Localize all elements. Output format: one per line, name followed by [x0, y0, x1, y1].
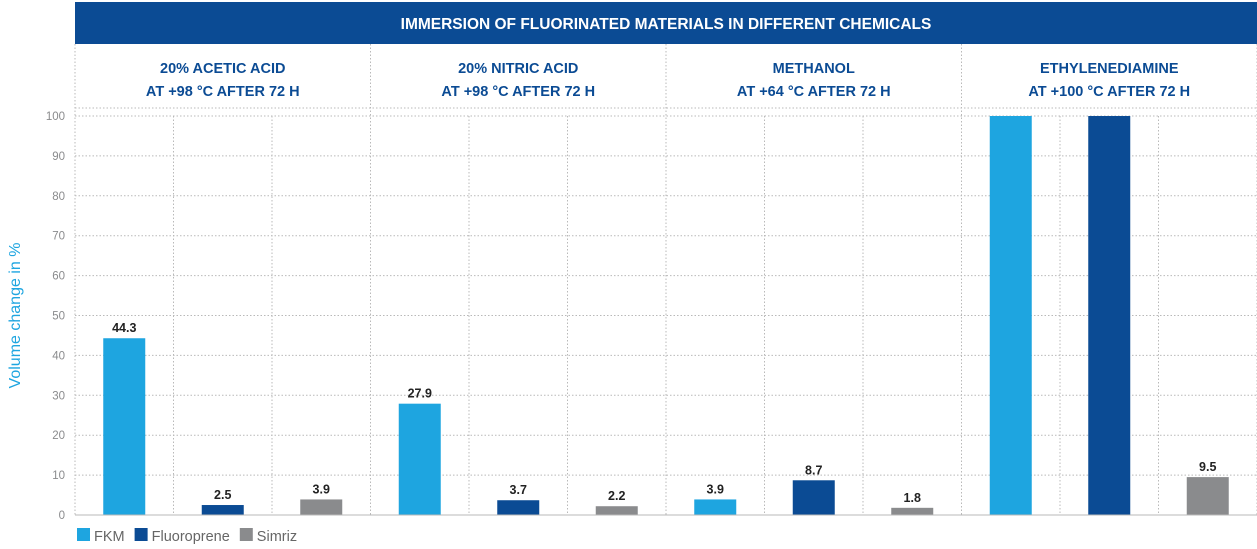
y-tick-label: 30 — [52, 390, 65, 402]
bar-value-label: 27.9 — [408, 387, 432, 401]
bar-fkm-1 — [103, 338, 146, 515]
y-tick-label: 60 — [52, 271, 65, 283]
y-tick-label: 0 — [59, 510, 65, 522]
category-label-line1: 20% NITRIC ACID — [458, 61, 578, 77]
bar-simriz-1 — [300, 499, 343, 515]
legend-swatch-simriz — [239, 528, 253, 541]
title-banner — [75, 2, 1257, 44]
bar-fluoroprene-2 — [497, 500, 540, 515]
bar-simriz-2 — [595, 506, 638, 515]
bar-fluoroprene-3 — [792, 480, 835, 515]
bar-value-label: 3.9 — [313, 482, 330, 496]
bar-value-label: 9.5 — [1199, 460, 1216, 474]
category-label-line2: AT +64 °C AFTER 72 H — [737, 84, 891, 100]
bar-value-label: 2.2 — [608, 489, 625, 503]
y-tick-label: 50 — [52, 311, 65, 323]
y-axis-label: Volume change in % — [7, 243, 24, 389]
y-tick-label: 20 — [52, 430, 65, 442]
y-tick-label: 10 — [52, 470, 65, 482]
y-tick-label: 80 — [52, 191, 65, 203]
legend-swatch-fkm — [77, 528, 90, 541]
bar-value-label: 8.7 — [805, 463, 822, 477]
category-label-line2: AT +98 °C AFTER 72 H — [146, 84, 300, 100]
legend-label-simriz: Simriz — [257, 529, 297, 544]
category-label-line2: AT +98 °C AFTER 72 H — [441, 84, 595, 100]
bar-simriz-3 — [891, 507, 934, 515]
y-tick-label: 100 — [46, 111, 65, 123]
bar-value-label: 3.7 — [510, 483, 527, 497]
category-label-line2: AT +100 °C AFTER 72 H — [1028, 84, 1190, 100]
category-label-line1: METHANOL — [773, 61, 855, 77]
bar-value-label: 3.9 — [707, 482, 724, 496]
bar-value-label: 1.8 — [904, 491, 921, 505]
y-tick-label: 70 — [52, 231, 65, 243]
bar-value-label: 44.3 — [112, 321, 136, 335]
chart-title: IMMERSION OF FLUORINATED MATERIALS IN DI… — [401, 16, 932, 33]
y-tick-label: 40 — [52, 350, 65, 362]
bar-fluoroprene-1 — [201, 505, 244, 515]
bar-fkm-2 — [398, 403, 441, 515]
bar-fkm-4 — [989, 116, 1032, 515]
category-label-line1: ETHYLENEDIAMINE — [1040, 61, 1179, 77]
legend-swatch-fluoroprene — [134, 528, 148, 541]
y-tick-label: 90 — [52, 151, 65, 163]
category-label-line1: 20% ACETIC ACID — [160, 61, 285, 77]
bar-fluoroprene-4 — [1088, 116, 1131, 515]
legend-label-fluoroprene: Fluoroprene — [152, 529, 230, 544]
bar-value-label: 2.5 — [214, 488, 231, 502]
bar-fkm-3 — [694, 499, 737, 515]
bar-simriz-4 — [1186, 477, 1229, 515]
legend-label-fkm: FKM — [94, 529, 125, 544]
